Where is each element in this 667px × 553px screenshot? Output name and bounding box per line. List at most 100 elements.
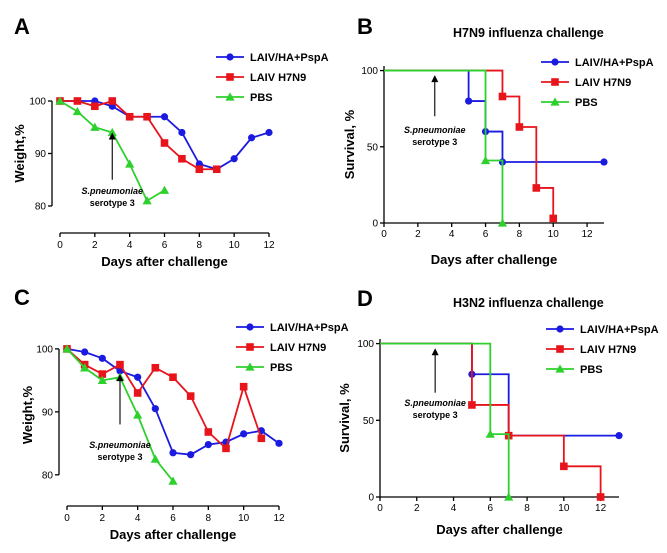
y-tick-label: 90 <box>42 407 54 418</box>
data-point <box>169 449 177 457</box>
x-tick-label: 8 <box>524 503 530 514</box>
series-circle <box>56 97 273 173</box>
annotation: S.pneumoniae serotype 3 <box>81 132 143 208</box>
data-point <box>159 185 170 194</box>
x-tick-label: 12 <box>582 229 594 240</box>
data-point <box>142 196 152 205</box>
x-tick-label: 4 <box>127 240 133 251</box>
legend: LAIV/HA+PspA LAIV H7N9 PBS <box>216 52 329 104</box>
data-point <box>212 165 221 174</box>
legend-label: LAIV/HA+PspA <box>580 324 659 336</box>
legend-marker <box>556 345 564 353</box>
data-point <box>108 97 117 105</box>
legend-label: LAIV H7N9 <box>575 77 631 89</box>
annotation-label-line2: serotype 3 <box>90 198 135 208</box>
data-point <box>160 139 169 147</box>
axes <box>380 66 604 227</box>
data-point <box>560 462 568 471</box>
data-point <box>265 128 273 137</box>
legend-label: LAIV/HA+PspA <box>575 57 654 69</box>
x-tick-label: 2 <box>414 503 420 514</box>
annotation-label-line1: S.pneumoniae <box>404 398 466 408</box>
x-tick-label: 0 <box>377 503 383 514</box>
data-point <box>230 155 238 163</box>
axes <box>376 339 619 501</box>
y-axis-title: Survival, % <box>342 109 357 179</box>
y-axis-title: Weight,% <box>12 124 27 183</box>
data-point <box>600 158 608 166</box>
annotation-arrow-head <box>431 348 439 356</box>
data-point <box>240 430 248 438</box>
series-line <box>66 348 280 456</box>
y-tick-label: 100 <box>36 344 53 355</box>
chart-title: H7N9 influenza challenge <box>453 26 604 40</box>
data-point <box>615 432 623 440</box>
y-tick-label: 100 <box>361 66 378 77</box>
panel-letter: C <box>14 285 30 310</box>
x-tick-label: 10 <box>558 503 570 514</box>
legend-label: LAIV H7N9 <box>250 72 306 84</box>
legend-marker <box>226 53 234 61</box>
y-tick-label: 50 <box>363 416 375 427</box>
data-point <box>150 454 160 463</box>
x-tick-label: 12 <box>263 240 275 251</box>
x-tick-label: 0 <box>381 229 387 240</box>
series-square <box>380 342 605 501</box>
panel-letter: B <box>357 14 373 39</box>
x-tick-label: 10 <box>229 240 241 251</box>
data-point <box>195 165 204 174</box>
x-tick-label: 8 <box>197 240 203 251</box>
y-tick-label: 50 <box>367 142 379 153</box>
data-point <box>97 375 107 385</box>
x-tick-label: 6 <box>170 513 176 524</box>
legend-marker <box>551 58 559 66</box>
annotation-label-line2: serotype 3 <box>413 410 458 420</box>
legend-marker <box>226 73 234 81</box>
annotation-label-line2: serotype 3 <box>412 137 457 147</box>
data-point <box>504 492 514 501</box>
data-point <box>515 123 524 131</box>
legend-label: PBS <box>270 362 293 374</box>
panel-d: D H3N2 influenza challenge 0 2 4 6 8 10 12 0 50 100… <box>337 286 659 537</box>
data-point <box>116 360 124 369</box>
data-point <box>134 373 142 381</box>
annotation-label-line2: serotype 3 <box>97 452 142 462</box>
legend-label: LAIV H7N9 <box>270 342 326 354</box>
data-point <box>98 370 107 378</box>
data-point <box>169 373 177 382</box>
series-circle <box>380 342 623 440</box>
data-point <box>55 96 65 105</box>
data-point <box>178 128 186 137</box>
panel-b: B H7N9 influenza challenge 0 2 4 6 8 10 12 0 50 100… <box>342 14 654 267</box>
x-tick-label: 12 <box>273 513 285 524</box>
x-tick-label: 0 <box>57 240 63 251</box>
legend-marker <box>246 343 254 351</box>
series-line <box>380 342 619 437</box>
x-tick-label: 0 <box>64 513 70 524</box>
data-point <box>81 348 89 356</box>
series-square <box>384 69 558 223</box>
x-tick-label: 4 <box>449 229 455 240</box>
legend: LAIV/HA+PspA LAIV H7N9 PBS <box>546 324 659 376</box>
series-square <box>63 345 266 453</box>
data-point <box>73 97 82 105</box>
x-axis-title: Days after challenge <box>436 522 562 537</box>
legend: LAIV/HA+PspA LAIV H7N9 PBS <box>541 57 654 109</box>
axes <box>55 348 280 510</box>
data-point <box>98 354 106 362</box>
data-point <box>178 154 186 163</box>
data-point <box>151 363 160 372</box>
data-point <box>72 106 83 116</box>
data-point <box>91 102 99 111</box>
x-tick-label: 2 <box>415 229 421 240</box>
data-point <box>125 112 134 121</box>
data-point <box>465 97 473 105</box>
data-point <box>90 122 100 131</box>
legend-label: PBS <box>575 97 598 109</box>
data-point <box>160 113 169 121</box>
data-point <box>275 439 283 447</box>
y-tick-label: 0 <box>368 493 374 504</box>
data-point <box>549 214 558 223</box>
data-point <box>151 405 159 413</box>
